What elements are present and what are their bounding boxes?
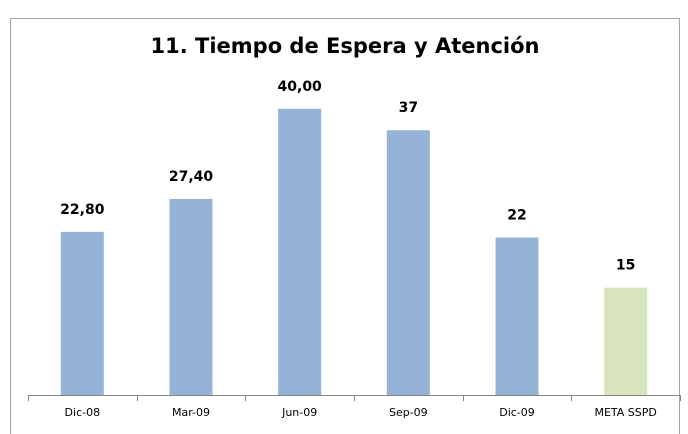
bar <box>169 198 213 395</box>
data-label: 15 <box>616 258 635 274</box>
x-tick-label: Jun-09 <box>281 406 317 419</box>
x-tick-label: Sep-09 <box>389 406 428 419</box>
bar <box>495 237 539 395</box>
data-label: 22 <box>507 208 526 224</box>
x-tick-label: Dic-09 <box>499 406 535 419</box>
data-label: 37 <box>399 100 418 116</box>
x-tick-label: Mar-09 <box>172 406 210 419</box>
chart-title: 11. Tiempo de Espera y Atención <box>151 34 540 58</box>
bar <box>278 108 322 396</box>
x-tick-label: Dic-08 <box>65 406 101 419</box>
data-label: 22,80 <box>60 202 105 218</box>
bar <box>386 130 430 395</box>
x-tick-label: META SSPD <box>594 406 656 419</box>
bar <box>604 287 648 395</box>
bar <box>60 231 104 395</box>
data-label: 27,40 <box>169 169 214 185</box>
data-label: 40,00 <box>278 79 323 95</box>
chart-border <box>10 18 680 434</box>
